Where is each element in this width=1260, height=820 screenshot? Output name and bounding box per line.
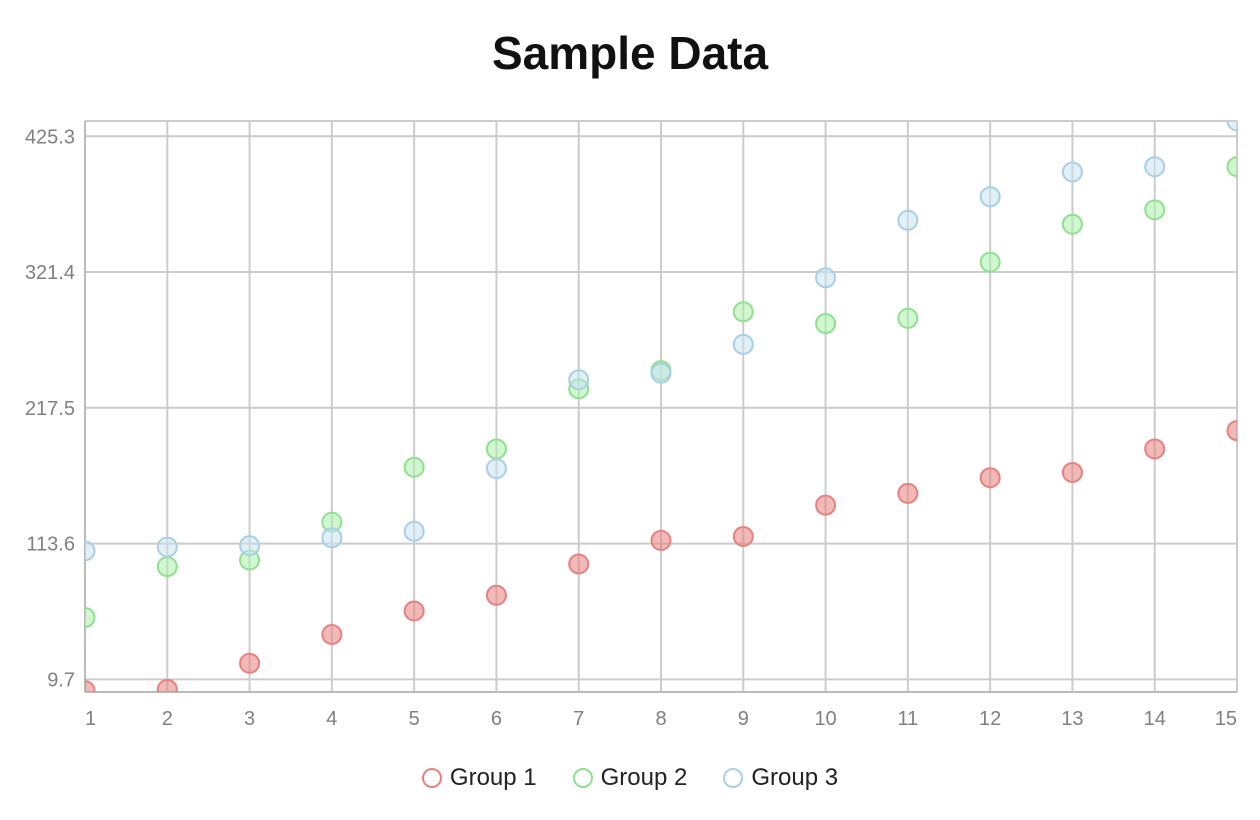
series-2: [76, 156, 1247, 629]
x-tick-label: 11: [897, 708, 918, 730]
data-point[interactable]: [403, 456, 425, 478]
series-3: [76, 112, 1247, 562]
data-point[interactable]: [403, 600, 425, 622]
data-points: [76, 112, 1247, 700]
data-point[interactable]: [1226, 112, 1247, 132]
data-point[interactable]: [815, 313, 837, 335]
data-point[interactable]: [239, 652, 261, 674]
data-point[interactable]: [897, 307, 919, 329]
data-point[interactable]: [1144, 438, 1166, 460]
legend-marker-icon: [572, 768, 593, 788]
x-tick-label: 13: [1061, 708, 1083, 730]
legend-label: Group 3: [751, 764, 839, 791]
data-point[interactable]: [321, 527, 343, 549]
data-point[interactable]: [76, 680, 96, 700]
data-point[interactable]: [239, 535, 261, 557]
legend-marker-icon: [723, 768, 744, 788]
legend-item-group-1[interactable]: Group 1: [421, 764, 537, 792]
x-tick-label: 12: [979, 708, 1001, 730]
y-tick-label: 113.6: [26, 534, 75, 556]
data-point[interactable]: [1226, 156, 1247, 178]
data-point[interactable]: [568, 553, 590, 575]
data-point[interactable]: [979, 186, 1001, 208]
x-tick-label: 14: [1144, 708, 1166, 730]
series-1: [76, 420, 1247, 700]
y-tick-label: 425.3: [25, 126, 75, 148]
x-tick-label: 6: [491, 708, 502, 730]
data-point[interactable]: [568, 369, 590, 391]
y-tick-label: 321.4: [25, 262, 75, 284]
legend: Group 1 Group 2 Group 3: [0, 764, 1260, 792]
data-point[interactable]: [485, 438, 507, 460]
data-point[interactable]: [156, 536, 178, 558]
data-point[interactable]: [815, 494, 837, 516]
data-point[interactable]: [156, 678, 178, 699]
data-point[interactable]: [403, 520, 425, 542]
x-tick-label: 10: [814, 708, 836, 730]
data-point[interactable]: [650, 362, 672, 384]
x-tick-label: 9: [738, 708, 749, 730]
data-point[interactable]: [815, 267, 837, 289]
data-point[interactable]: [897, 482, 919, 504]
grid-lines: [84, 121, 1238, 692]
data-point[interactable]: [1144, 199, 1166, 221]
x-tick-label: 1: [85, 708, 96, 730]
chart-title: Sample Data: [491, 27, 769, 79]
data-point[interactable]: [732, 526, 754, 548]
data-point[interactable]: [732, 301, 754, 323]
y-tick-label: 9.7: [47, 669, 75, 691]
data-point[interactable]: [321, 624, 343, 646]
x-tick-label: 15: [1215, 708, 1237, 730]
data-point[interactable]: [979, 467, 1001, 489]
data-point[interactable]: [650, 529, 672, 551]
x-tick-label: 5: [409, 708, 420, 730]
x-tick-label: 8: [655, 708, 666, 730]
data-point[interactable]: [897, 209, 919, 231]
data-point[interactable]: [76, 607, 96, 629]
legend-label: Group 2: [600, 764, 688, 791]
x-tick-label: 7: [573, 708, 584, 730]
legend-marker-icon: [421, 768, 442, 788]
data-point[interactable]: [979, 251, 1001, 273]
legend-label: Group 1: [449, 764, 537, 791]
data-point[interactable]: [485, 458, 507, 480]
data-point[interactable]: [1226, 420, 1247, 442]
x-tick-label: 3: [244, 708, 255, 730]
x-tick-label: 4: [326, 708, 337, 730]
axes: [84, 120, 1238, 693]
data-point[interactable]: [1144, 156, 1166, 178]
legend-item-group-2[interactable]: Group 2: [572, 764, 688, 792]
y-tick-label: 217.5: [25, 398, 75, 420]
data-point[interactable]: [76, 540, 96, 562]
data-point[interactable]: [1061, 461, 1083, 483]
data-point[interactable]: [1061, 161, 1083, 183]
data-point[interactable]: [1061, 213, 1083, 235]
legend-item-group-3[interactable]: Group 3: [723, 764, 838, 792]
tick-labels: 1 2 3 4 5 6 7 8 9 10 11 12 13 14 159.7113.6217.5321.44…: [25, 126, 1237, 730]
x-tick-label: 2: [162, 708, 173, 730]
data-point[interactable]: [156, 556, 178, 578]
data-point[interactable]: [732, 333, 754, 355]
data-point[interactable]: [485, 584, 507, 606]
